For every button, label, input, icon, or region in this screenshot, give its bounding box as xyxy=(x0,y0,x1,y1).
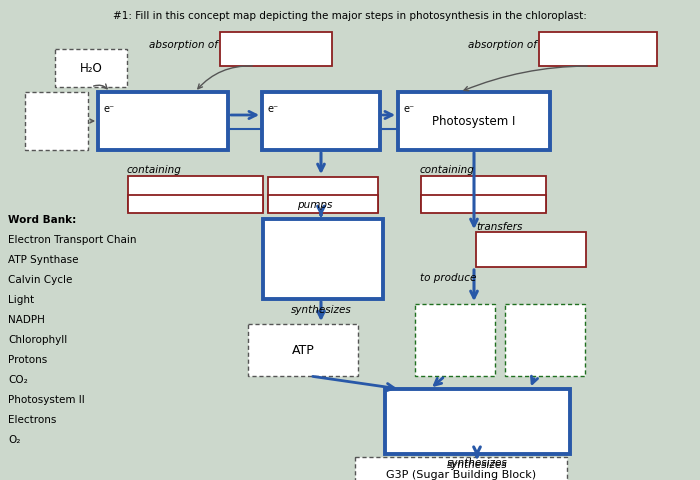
FancyArrowPatch shape xyxy=(198,67,252,90)
Bar xyxy=(128,177,263,212)
Text: #1: Fill in this concept map depicting the major steps in photosynthesis in the : #1: Fill in this concept map depicting t… xyxy=(113,11,587,21)
FancyArrowPatch shape xyxy=(435,378,443,385)
Bar xyxy=(55,50,127,88)
Bar xyxy=(476,232,586,267)
Bar xyxy=(415,304,495,376)
Bar xyxy=(263,219,383,300)
Text: pumps: pumps xyxy=(298,200,332,210)
Text: transfers: transfers xyxy=(476,222,522,231)
Text: synthesizes: synthesizes xyxy=(447,459,508,469)
Text: synthesizes: synthesizes xyxy=(290,304,351,314)
Text: NADPH: NADPH xyxy=(8,314,45,324)
Text: CO₂: CO₂ xyxy=(8,374,28,384)
FancyArrowPatch shape xyxy=(94,85,107,90)
Text: Photosystem I: Photosystem I xyxy=(433,115,516,128)
Text: ATP Synthase: ATP Synthase xyxy=(8,254,78,264)
Bar xyxy=(539,33,657,67)
Bar xyxy=(128,195,263,214)
Text: e⁻: e⁻ xyxy=(267,104,278,114)
Text: absorption of: absorption of xyxy=(468,40,537,50)
Bar xyxy=(398,93,550,151)
Bar xyxy=(262,93,380,151)
Bar xyxy=(98,93,228,151)
Text: Electrons: Electrons xyxy=(8,414,57,424)
Bar xyxy=(268,178,378,213)
Text: synthesizes: synthesizes xyxy=(447,457,508,467)
Text: Chlorophyll: Chlorophyll xyxy=(8,334,67,344)
Text: Light: Light xyxy=(8,294,34,304)
Bar xyxy=(248,324,358,376)
Text: O₂: O₂ xyxy=(8,434,20,444)
Bar xyxy=(421,195,546,214)
Text: e⁻: e⁻ xyxy=(103,104,114,114)
Bar xyxy=(220,33,332,67)
Text: ATP: ATP xyxy=(292,344,314,357)
FancyArrowPatch shape xyxy=(464,67,587,92)
Bar xyxy=(355,457,567,480)
Text: to produce: to produce xyxy=(420,273,477,282)
Text: absorption of: absorption of xyxy=(149,40,218,50)
Text: Word Bank:: Word Bank: xyxy=(8,215,76,225)
Text: Electron Transport Chain: Electron Transport Chain xyxy=(8,235,136,244)
Bar xyxy=(385,389,570,454)
Bar xyxy=(268,195,378,214)
FancyArrowPatch shape xyxy=(531,376,538,384)
Bar xyxy=(421,177,546,212)
Bar xyxy=(25,93,88,151)
Text: e⁻: e⁻ xyxy=(403,104,414,114)
Text: G3P (Sugar Building Block): G3P (Sugar Building Block) xyxy=(386,469,536,479)
FancyArrowPatch shape xyxy=(313,377,394,391)
Text: Photosystem II: Photosystem II xyxy=(8,394,85,404)
Bar xyxy=(505,304,585,376)
Text: H₂O: H₂O xyxy=(80,62,102,75)
Text: Protons: Protons xyxy=(8,354,48,364)
Text: Calvin Cycle: Calvin Cycle xyxy=(8,275,72,285)
Text: containing: containing xyxy=(127,165,182,175)
Text: containing: containing xyxy=(420,165,475,175)
